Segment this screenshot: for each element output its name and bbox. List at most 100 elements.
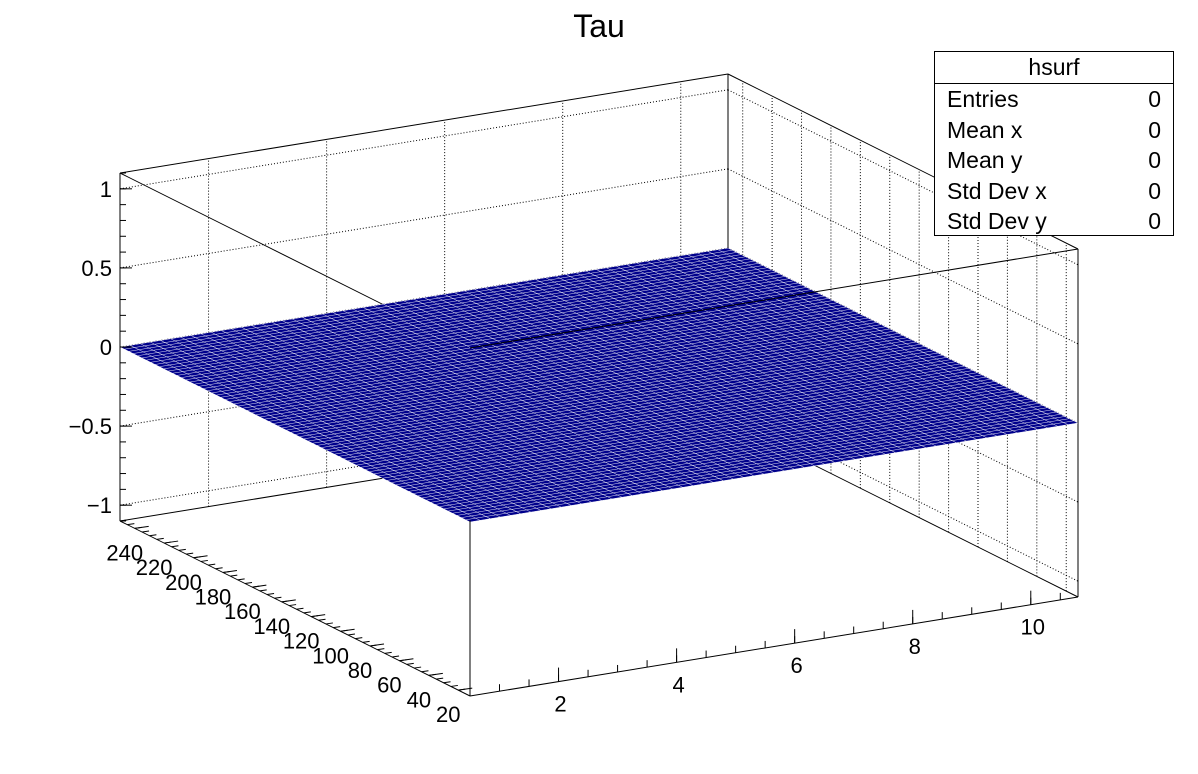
- surface-mesh-line: [233, 304, 842, 405]
- y-minor-tick: [384, 651, 392, 654]
- stats-label: Std Dev x: [947, 177, 1047, 204]
- surface-mesh-line: [281, 328, 890, 429]
- y-minor-tick: [281, 600, 289, 603]
- y-minor-tick: [333, 626, 341, 629]
- surface-mesh-line: [294, 335, 904, 435]
- z-tick-label: 0: [100, 335, 112, 360]
- surface-mesh-line: [286, 330, 895, 431]
- surface-mesh-line: [443, 409, 1052, 510]
- surface-mesh-line: [176, 276, 785, 376]
- surface-mesh-line: [461, 418, 1070, 518]
- surface-mesh-line: [141, 258, 750, 359]
- y-minor-tick: [252, 585, 260, 588]
- y-minor-tick: [355, 637, 363, 640]
- front-frame: [119, 248, 1079, 697]
- stats-label: Entries: [947, 86, 1019, 112]
- stats-value: 0: [1148, 86, 1161, 112]
- surface-mesh-line: [229, 302, 838, 402]
- z-tick-label: −1: [87, 493, 112, 518]
- stats-value: 0: [1148, 208, 1161, 234]
- grid-line: [727, 89, 1079, 266]
- surface-mesh-line: [203, 289, 812, 389]
- surface-mesh-line: [391, 383, 1000, 483]
- surface-mesh-line: [364, 370, 974, 470]
- y-tick-label: 140: [253, 614, 290, 639]
- y-minor-tick: [141, 530, 150, 533]
- surface-mesh-line: [137, 256, 746, 356]
- surface-mesh-line: [251, 313, 860, 413]
- surface-mesh-line: [255, 315, 864, 416]
- y-minor-tick: [421, 670, 429, 673]
- y-minor-tick: [164, 541, 172, 544]
- surface-mesh-line: [168, 271, 777, 372]
- surface-mesh-line: [128, 252, 737, 352]
- surface-mesh-line: [329, 352, 939, 453]
- surface-mesh-line: [185, 280, 794, 381]
- x-tick-label: 4: [672, 672, 684, 697]
- y-minor-tick: [193, 556, 201, 559]
- y-minor-tick: [458, 688, 466, 691]
- y-tick-label: 80: [348, 658, 372, 683]
- surface-mesh-line: [290, 333, 899, 433]
- y-minor-tick: [436, 677, 444, 680]
- stats-label: Std Dev y: [947, 208, 1047, 234]
- surface-mesh-line: [382, 379, 991, 479]
- y-minor-tick: [127, 523, 135, 526]
- x-tick-label: 6: [791, 653, 803, 678]
- surface-mesh-line: [408, 392, 1017, 492]
- surface-mesh-line: [373, 374, 982, 475]
- stats-row: Entries 0: [935, 84, 1173, 115]
- surface-mesh-line: [163, 269, 772, 370]
- surface-mesh-line: [172, 274, 781, 374]
- y-minor-tick: [156, 537, 164, 540]
- y-minor-tick: [186, 552, 194, 555]
- y-minor-tick: [296, 607, 304, 610]
- y-tick-label: 60: [377, 673, 401, 698]
- back-top-edge: [119, 73, 729, 174]
- surface-mesh-line: [343, 359, 952, 459]
- surface-mesh-line: [277, 326, 886, 426]
- surface-mesh-line: [246, 311, 855, 411]
- surface-mesh-line: [211, 293, 820, 394]
- surface-mesh-line: [399, 387, 1009, 488]
- surface-mesh-line: [456, 416, 1065, 516]
- surface-mesh-line: [224, 300, 834, 400]
- surface-mesh-line: [119, 247, 729, 348]
- surface-mesh-line: [133, 254, 742, 354]
- surface-mesh-line: [264, 319, 873, 420]
- surface-mesh-line: [334, 354, 943, 455]
- y-tick-label: 240: [106, 540, 143, 565]
- z-tick-label: 1: [100, 177, 112, 202]
- surface-mesh-line: [198, 287, 807, 387]
- y-minor-tick: [369, 644, 378, 647]
- surface-mesh-line: [159, 267, 768, 367]
- grid-line: [119, 89, 729, 190]
- chart-title: Tau: [573, 8, 625, 44]
- surface-mesh-line: [417, 396, 1026, 496]
- surface-mesh-line: [338, 357, 947, 457]
- surface-mesh-line: [316, 346, 925, 446]
- y-minor-tick: [215, 567, 223, 570]
- stats-label: Mean y: [947, 147, 1023, 173]
- y-minor-tick: [443, 681, 451, 684]
- front-floor-edge: [469, 596, 1079, 697]
- surface-mesh-line: [273, 324, 882, 424]
- surface-mesh-line: [194, 284, 803, 385]
- y-minor-tick: [259, 589, 267, 592]
- y-minor-tick: [399, 659, 407, 662]
- y-tick-label: 160: [224, 599, 261, 624]
- y-minor-tick: [311, 615, 319, 618]
- y-minor-tick: [171, 545, 179, 548]
- y-minor-tick: [178, 548, 186, 551]
- y-minor-tick: [134, 526, 142, 529]
- y-minor-tick: [222, 570, 231, 573]
- surface-mesh-line: [378, 376, 987, 477]
- y-tick-label: 220: [136, 555, 173, 580]
- y-minor-tick: [414, 666, 422, 669]
- y-minor-tick: [289, 604, 297, 607]
- surface-mesh-line: [154, 265, 764, 365]
- surface-mesh-line: [347, 361, 956, 461]
- y-minor-tick: [119, 519, 128, 522]
- surface-mesh: [119, 247, 1079, 523]
- y-minor-tick: [391, 655, 400, 658]
